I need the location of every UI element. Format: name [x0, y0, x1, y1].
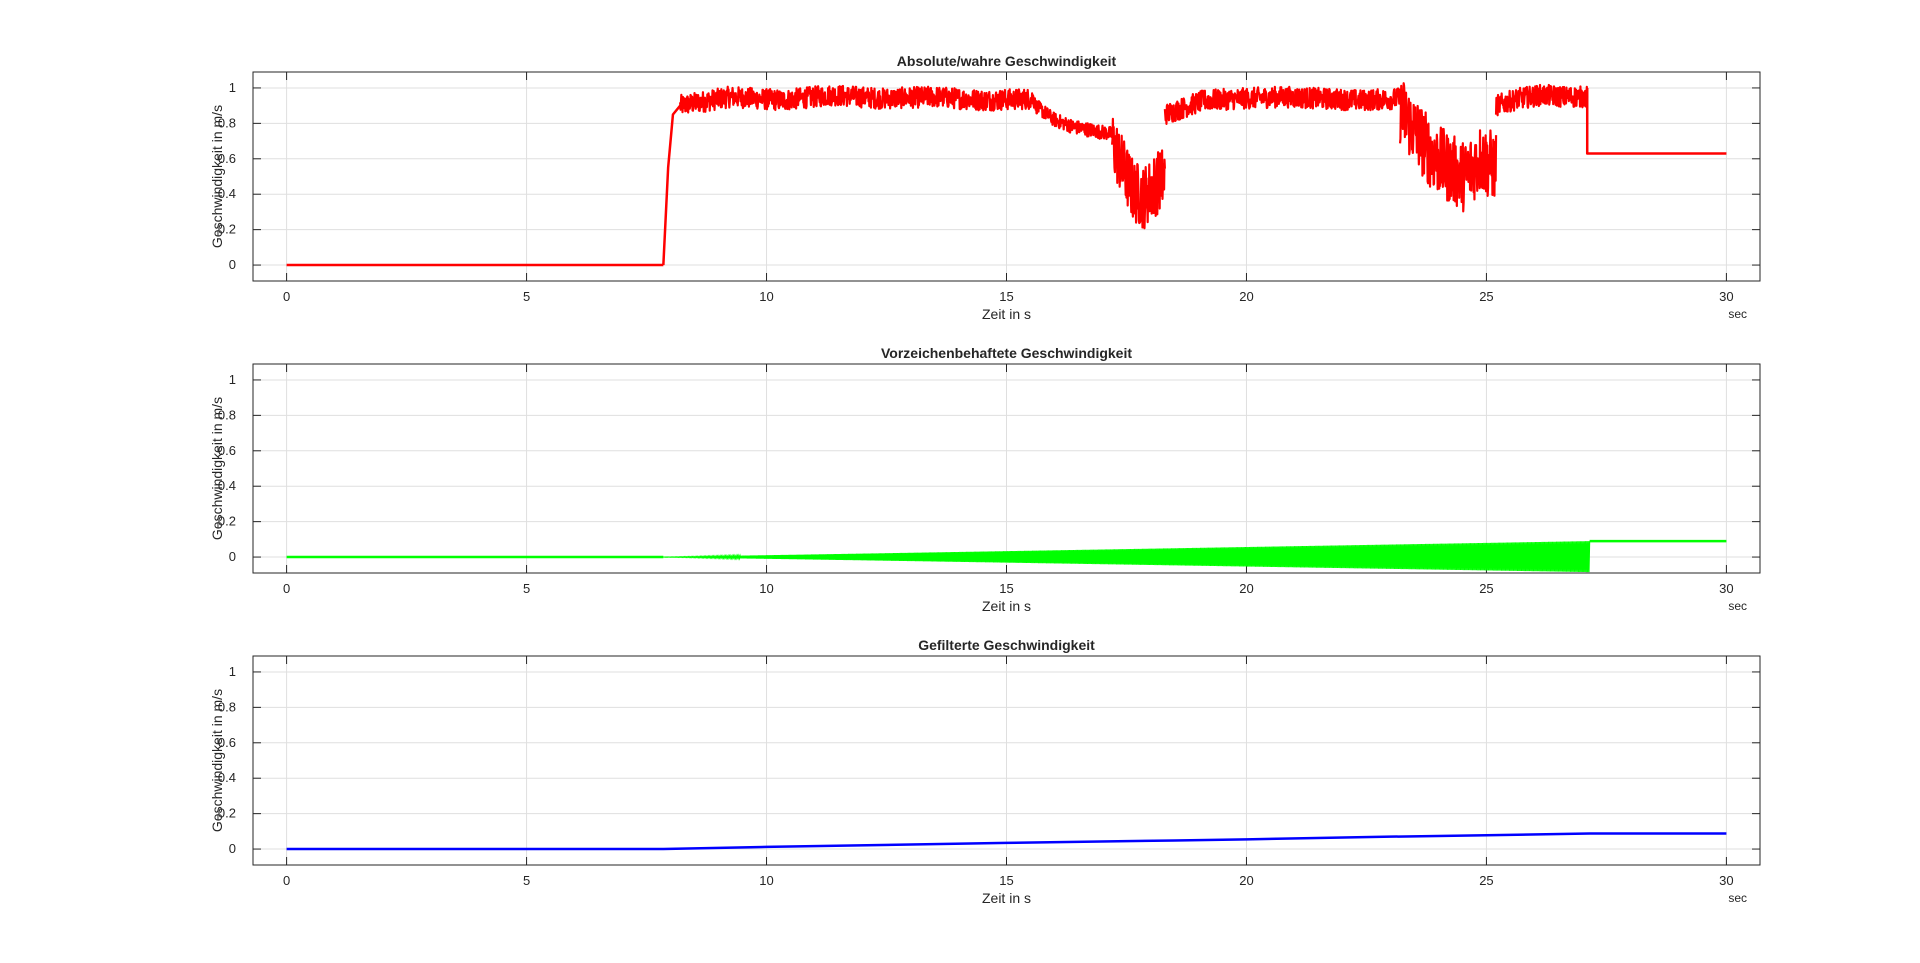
x-tick-label: 5 — [523, 873, 530, 888]
x-axis-label: Zeit in s — [982, 306, 1031, 322]
y-tick-label: 0 — [229, 549, 236, 564]
x-tick-label: 15 — [999, 289, 1013, 304]
x-tick-label: 30 — [1719, 581, 1733, 596]
x-tick-label: 25 — [1479, 289, 1493, 304]
y-tick-label: 0.8 — [218, 115, 236, 130]
series-1 — [286, 832, 1727, 851]
x-axis-unit: sec — [1728, 307, 1747, 321]
x-tick-label: 15 — [999, 581, 1013, 596]
series-1 — [286, 82, 1727, 267]
axes-box — [252, 655, 1761, 866]
y-tick-label: 0 — [229, 257, 236, 272]
y-tick-label: 0.6 — [218, 151, 236, 166]
x-axis-label: Zeit in s — [982, 598, 1031, 614]
x-tick-label: 0 — [283, 289, 290, 304]
y-tick-label: 0.8 — [218, 407, 236, 422]
y-tick-label: 0.6 — [218, 735, 236, 750]
x-tick-label: 30 — [1719, 873, 1733, 888]
chart-title: Vorzeichenbehaftete Geschwindigkeit — [881, 345, 1132, 361]
y-tick-label: 1 — [229, 80, 236, 95]
x-tick-label: 5 — [523, 289, 530, 304]
y-tick-label: 0.4 — [218, 478, 236, 493]
series-line — [662, 104, 682, 266]
series-line — [663, 541, 1591, 573]
chart-panel-3: 0 5 10 15 20 25 30 0 0.2 0.4 0.6 0.8 1 Gefilterte Ges… — [209, 637, 1761, 906]
x-axis-label: Zeit in s — [982, 890, 1031, 906]
series-line — [1034, 100, 1114, 141]
y-tick-label: 0.4 — [218, 186, 236, 201]
x-tick-label: 25 — [1479, 873, 1493, 888]
x-tick-label: 5 — [523, 581, 530, 596]
x-tick-label: 0 — [283, 873, 290, 888]
x-tick-label: 0 — [283, 581, 290, 596]
y-axis-label: Geschwindigkeit in m/s — [209, 397, 225, 540]
x-tick-label: 30 — [1719, 289, 1733, 304]
series-line — [1585, 87, 1727, 155]
y-tick-label: 1 — [229, 372, 236, 387]
x-tick-label: 20 — [1239, 289, 1253, 304]
series-line — [286, 832, 1727, 851]
series-1 — [286, 539, 1727, 573]
y-tick-label: 0.4 — [218, 770, 236, 785]
axes-box — [252, 71, 1761, 282]
y-tick-label: 0.8 — [218, 699, 236, 714]
y-tick-label: 0.2 — [218, 514, 236, 529]
series-line — [679, 84, 1037, 114]
x-tick-label: 20 — [1239, 873, 1253, 888]
y-tick-label: 0.6 — [218, 443, 236, 458]
x-axis-unit: sec — [1728, 891, 1747, 905]
x-tick-label: 25 — [1479, 581, 1493, 596]
series-line — [1110, 117, 1166, 230]
y-tick-label: 1 — [229, 664, 236, 679]
chart-panel-1: 0 5 10 15 20 25 30 0 0.2 0.4 0.6 0.8 1 Absolute/wahre… — [209, 53, 1761, 322]
series-line — [1398, 82, 1498, 213]
y-axis-label: Geschwindigkeit in m/s — [209, 689, 225, 832]
x-tick-label: 10 — [759, 873, 773, 888]
y-axis-label: Geschwindigkeit in m/s — [209, 105, 225, 248]
x-tick-label: 15 — [999, 873, 1013, 888]
series-line — [1494, 83, 1589, 117]
chart-panel-2: 0 5 10 15 20 25 30 0 0.2 0.4 0.6 0.8 1 Vorzeichenbeha… — [209, 345, 1761, 614]
x-tick-label: 20 — [1239, 581, 1253, 596]
y-tick-label: 0.2 — [218, 806, 236, 821]
x-axis-unit: sec — [1728, 599, 1747, 613]
series-line — [1163, 85, 1402, 125]
x-tick-label: 10 — [759, 289, 773, 304]
y-tick-label: 0 — [229, 841, 236, 856]
x-tick-label: 10 — [759, 581, 773, 596]
chart-title: Gefilterte Geschwindigkeit — [918, 637, 1095, 653]
axes-box — [252, 363, 1761, 574]
chart-title: Absolute/wahre Geschwindigkeit — [897, 53, 1117, 69]
y-tick-label: 0.2 — [218, 222, 236, 237]
